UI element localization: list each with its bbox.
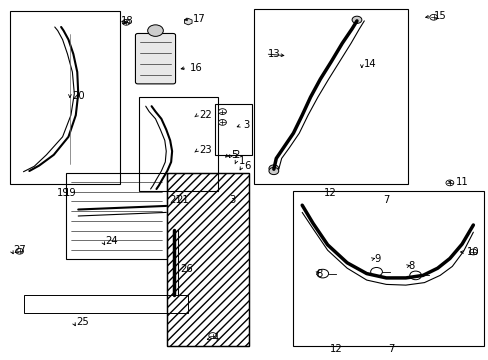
Text: 7: 7 [382,195,389,205]
Text: 21: 21 [176,195,188,205]
Text: 26: 26 [180,264,192,274]
Text: 21: 21 [169,195,182,205]
Circle shape [445,180,453,186]
Text: 14: 14 [364,59,376,69]
Text: 13: 13 [267,49,280,59]
Text: 23: 23 [199,145,212,156]
Text: 22: 22 [199,110,212,120]
Text: 7: 7 [387,344,393,354]
Bar [254,9,407,184]
Text: 2: 2 [233,150,240,160]
Text: 27: 27 [14,245,26,255]
Text: 3: 3 [243,120,249,130]
Text: 3: 3 [229,195,235,205]
Circle shape [147,25,163,36]
Circle shape [208,333,216,338]
Text: 4: 4 [212,333,219,343]
Text: 1: 1 [238,156,244,166]
Polygon shape [184,18,192,25]
Text: 15: 15 [433,11,446,21]
Text: 16: 16 [189,63,202,73]
Circle shape [351,16,361,23]
Text: 9: 9 [373,254,380,264]
Bar [293,191,483,346]
Text: 18: 18 [121,16,134,26]
Text: 11: 11 [455,177,468,187]
Circle shape [268,165,278,172]
FancyBboxPatch shape [135,33,175,84]
Circle shape [122,19,130,25]
Text: 19: 19 [63,188,76,198]
Bar [10,11,120,184]
Text: 24: 24 [105,236,118,246]
Text: 19: 19 [57,188,70,198]
Bar [215,104,251,155]
Text: 8: 8 [316,269,323,279]
Text: 6: 6 [244,161,250,171]
Circle shape [16,248,23,254]
Bar [66,173,167,259]
Circle shape [218,109,226,114]
Text: 12: 12 [323,188,336,198]
Text: 8: 8 [407,261,414,271]
Circle shape [268,167,278,175]
Text: 20: 20 [72,91,85,102]
Circle shape [218,120,226,125]
Text: 10: 10 [466,247,479,257]
Circle shape [468,249,476,255]
Text: 5: 5 [230,150,237,160]
Text: 12: 12 [329,344,342,354]
Bar [167,173,249,346]
Text: 17: 17 [193,14,205,24]
Circle shape [429,14,437,20]
Bar [139,97,217,191]
Bar [24,295,188,313]
Text: 25: 25 [76,317,88,327]
Bar [167,173,249,346]
